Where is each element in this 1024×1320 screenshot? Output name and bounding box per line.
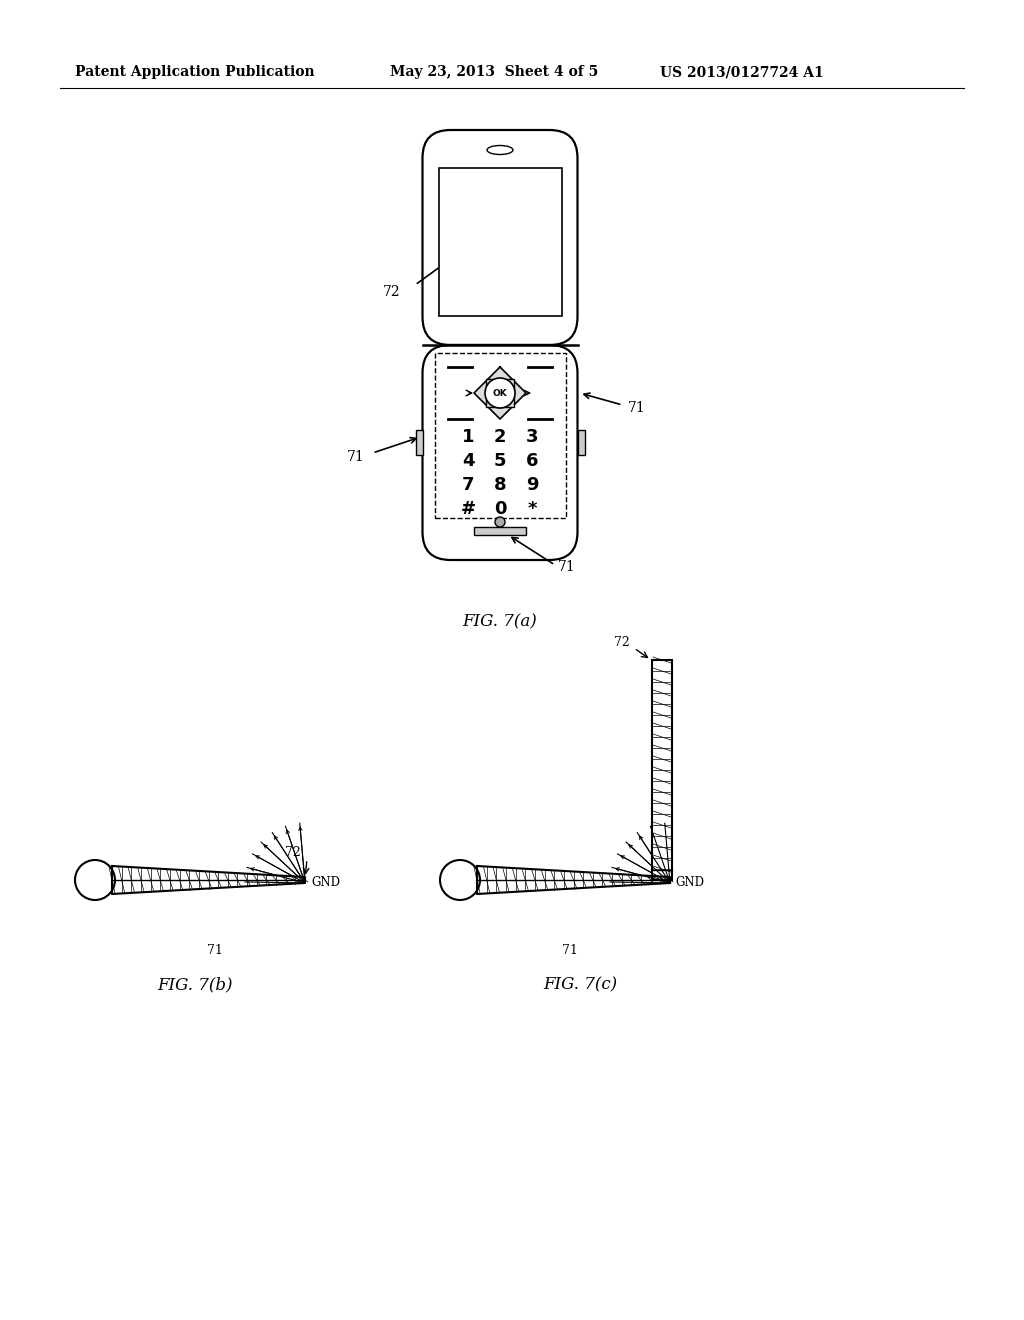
FancyBboxPatch shape	[423, 345, 578, 560]
Circle shape	[440, 861, 480, 900]
Text: 71: 71	[628, 401, 645, 414]
Text: 72: 72	[382, 285, 400, 300]
FancyBboxPatch shape	[423, 129, 578, 345]
Bar	[578, 430, 585, 455]
Text: 7: 7	[462, 477, 474, 494]
Text: FIG. 7(a): FIG. 7(a)	[463, 614, 538, 631]
Text: US 2013/0127724 A1: US 2013/0127724 A1	[660, 65, 823, 79]
Polygon shape	[477, 866, 670, 894]
Bar	[485, 379, 514, 408]
Text: 71: 71	[207, 944, 223, 957]
Text: 3: 3	[525, 428, 539, 446]
Text: OK: OK	[493, 388, 507, 397]
Text: FIG. 7(b): FIG. 7(b)	[158, 977, 232, 994]
Text: May 23, 2013  Sheet 4 of 5: May 23, 2013 Sheet 4 of 5	[390, 65, 598, 79]
Bar	[434, 352, 565, 517]
Text: Patent Application Publication: Patent Application Publication	[75, 65, 314, 79]
Text: 4: 4	[462, 451, 474, 470]
Bar	[652, 660, 672, 880]
Bar	[416, 430, 423, 455]
Ellipse shape	[487, 145, 513, 154]
Circle shape	[75, 861, 115, 900]
Text: 6: 6	[525, 451, 539, 470]
Text: 9: 9	[525, 477, 539, 494]
Circle shape	[485, 378, 515, 408]
Text: 2: 2	[494, 428, 506, 446]
Text: GND: GND	[675, 875, 705, 888]
Bar	[438, 168, 561, 315]
Text: 72: 72	[285, 846, 301, 858]
Text: 0: 0	[494, 500, 506, 517]
Text: 71: 71	[562, 944, 578, 957]
Bar	[474, 527, 526, 535]
Polygon shape	[474, 367, 526, 418]
Text: GND: GND	[311, 875, 340, 888]
Text: 71: 71	[558, 560, 575, 574]
Text: 8: 8	[494, 477, 506, 494]
Text: FIG. 7(c): FIG. 7(c)	[543, 977, 617, 994]
Circle shape	[495, 517, 505, 527]
Text: #: #	[461, 500, 475, 517]
Text: 5: 5	[494, 451, 506, 470]
Polygon shape	[112, 866, 305, 894]
Text: 72: 72	[614, 635, 630, 648]
Text: *: *	[527, 500, 537, 517]
Text: 1: 1	[462, 428, 474, 446]
Text: 71: 71	[347, 450, 365, 465]
